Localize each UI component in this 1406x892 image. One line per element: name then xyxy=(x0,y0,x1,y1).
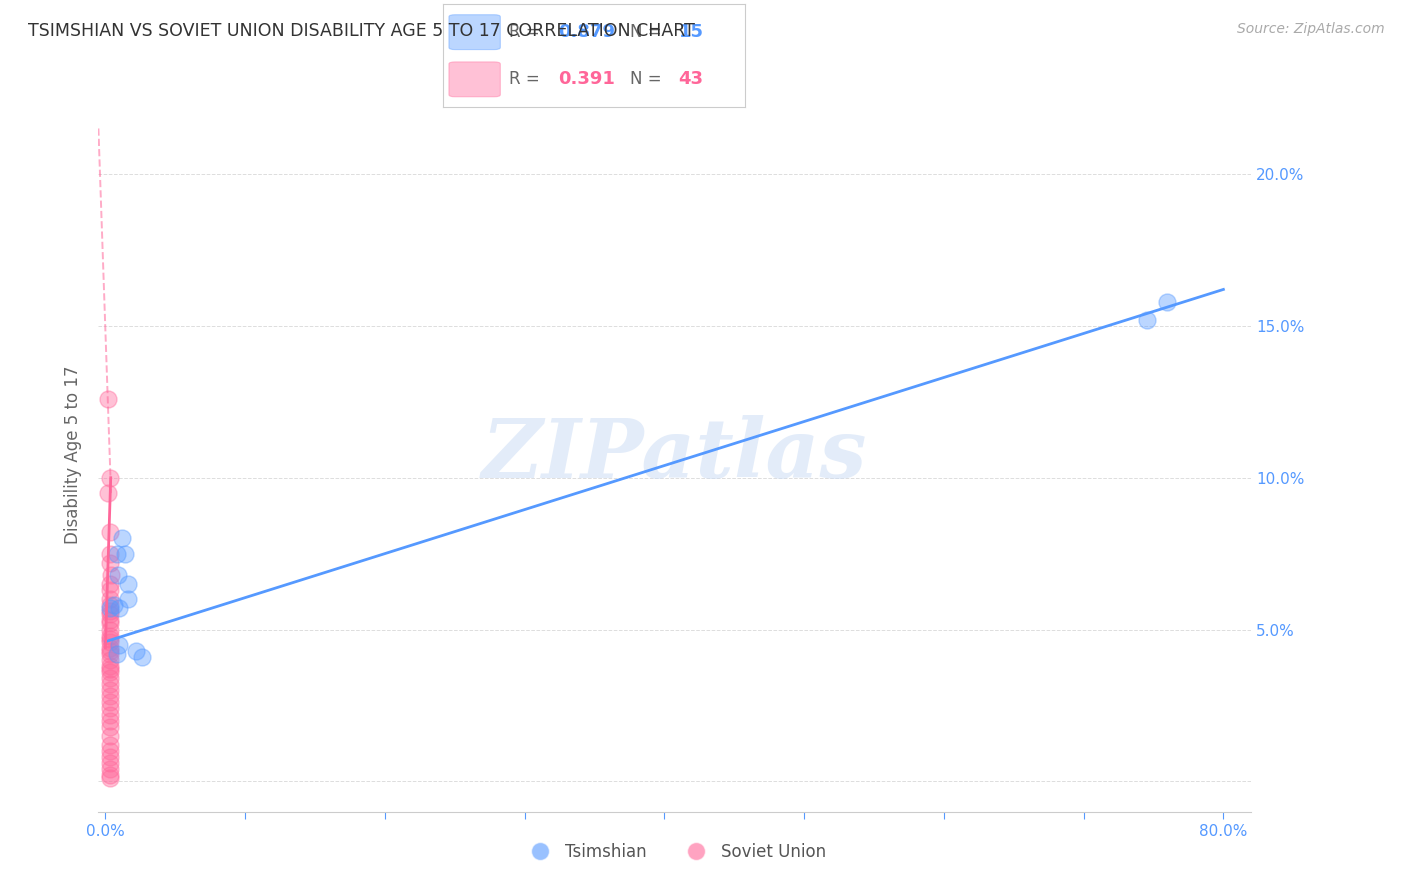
Point xyxy=(97,486,120,500)
Point xyxy=(98,623,121,637)
Point xyxy=(98,750,121,764)
Point xyxy=(98,729,121,743)
Point xyxy=(98,772,121,786)
Point xyxy=(98,547,121,561)
Point xyxy=(131,649,153,664)
Point xyxy=(103,599,125,613)
Text: ZIPatlas: ZIPatlas xyxy=(482,415,868,495)
Point xyxy=(98,677,121,691)
Point xyxy=(98,707,121,722)
Point xyxy=(100,567,122,582)
Text: TSIMSHIAN VS SOVIET UNION DISABILITY AGE 5 TO 17 CORRELATION CHART: TSIMSHIAN VS SOVIET UNION DISABILITY AGE… xyxy=(28,22,695,40)
Point xyxy=(114,547,136,561)
Point xyxy=(98,525,121,540)
FancyBboxPatch shape xyxy=(449,62,501,96)
Y-axis label: Disability Age 5 to 17: Disability Age 5 to 17 xyxy=(65,366,83,544)
Point xyxy=(98,629,121,643)
Point xyxy=(98,577,121,591)
Point xyxy=(105,547,128,561)
Point xyxy=(98,744,121,758)
Point xyxy=(98,647,121,661)
Text: N =: N = xyxy=(630,23,668,41)
Point xyxy=(98,592,121,607)
Point xyxy=(98,665,121,679)
Text: N =: N = xyxy=(630,70,668,88)
Point xyxy=(98,768,121,782)
Point xyxy=(107,567,129,582)
Point xyxy=(98,662,121,676)
Point xyxy=(98,616,121,631)
Text: R =: R = xyxy=(509,23,546,41)
Point xyxy=(98,659,121,673)
Point xyxy=(117,577,139,591)
Point xyxy=(98,634,121,648)
Point xyxy=(98,653,121,667)
Text: Source: ZipAtlas.com: Source: ZipAtlas.com xyxy=(1237,22,1385,37)
Point xyxy=(98,720,121,734)
Point xyxy=(98,714,121,728)
Legend: Tsimshian, Soviet Union: Tsimshian, Soviet Union xyxy=(516,837,834,868)
Point xyxy=(98,632,121,646)
Point xyxy=(98,614,121,628)
Point xyxy=(98,582,121,597)
Point xyxy=(125,644,148,658)
Text: 43: 43 xyxy=(679,70,703,88)
FancyBboxPatch shape xyxy=(449,15,501,50)
Point xyxy=(1156,294,1178,309)
Point xyxy=(108,601,131,615)
Point xyxy=(97,392,120,406)
Point xyxy=(98,644,121,658)
Point xyxy=(98,762,121,776)
Point xyxy=(117,592,139,607)
Point xyxy=(98,556,121,570)
Text: 0.879: 0.879 xyxy=(558,23,614,41)
Point xyxy=(98,601,121,615)
Point xyxy=(98,701,121,715)
Point xyxy=(98,695,121,709)
Point xyxy=(108,638,131,652)
Point xyxy=(98,756,121,771)
Point xyxy=(98,607,121,622)
Point xyxy=(98,599,121,613)
Text: 15: 15 xyxy=(679,23,703,41)
Point xyxy=(98,690,121,704)
Point xyxy=(111,532,134,546)
Point xyxy=(98,683,121,698)
Text: R =: R = xyxy=(509,70,546,88)
Text: 0.391: 0.391 xyxy=(558,70,614,88)
Point xyxy=(98,604,121,618)
Point xyxy=(105,647,128,661)
Point xyxy=(98,671,121,685)
Point xyxy=(98,640,121,655)
Point xyxy=(98,738,121,752)
Point xyxy=(98,471,121,485)
Point xyxy=(1135,313,1157,327)
